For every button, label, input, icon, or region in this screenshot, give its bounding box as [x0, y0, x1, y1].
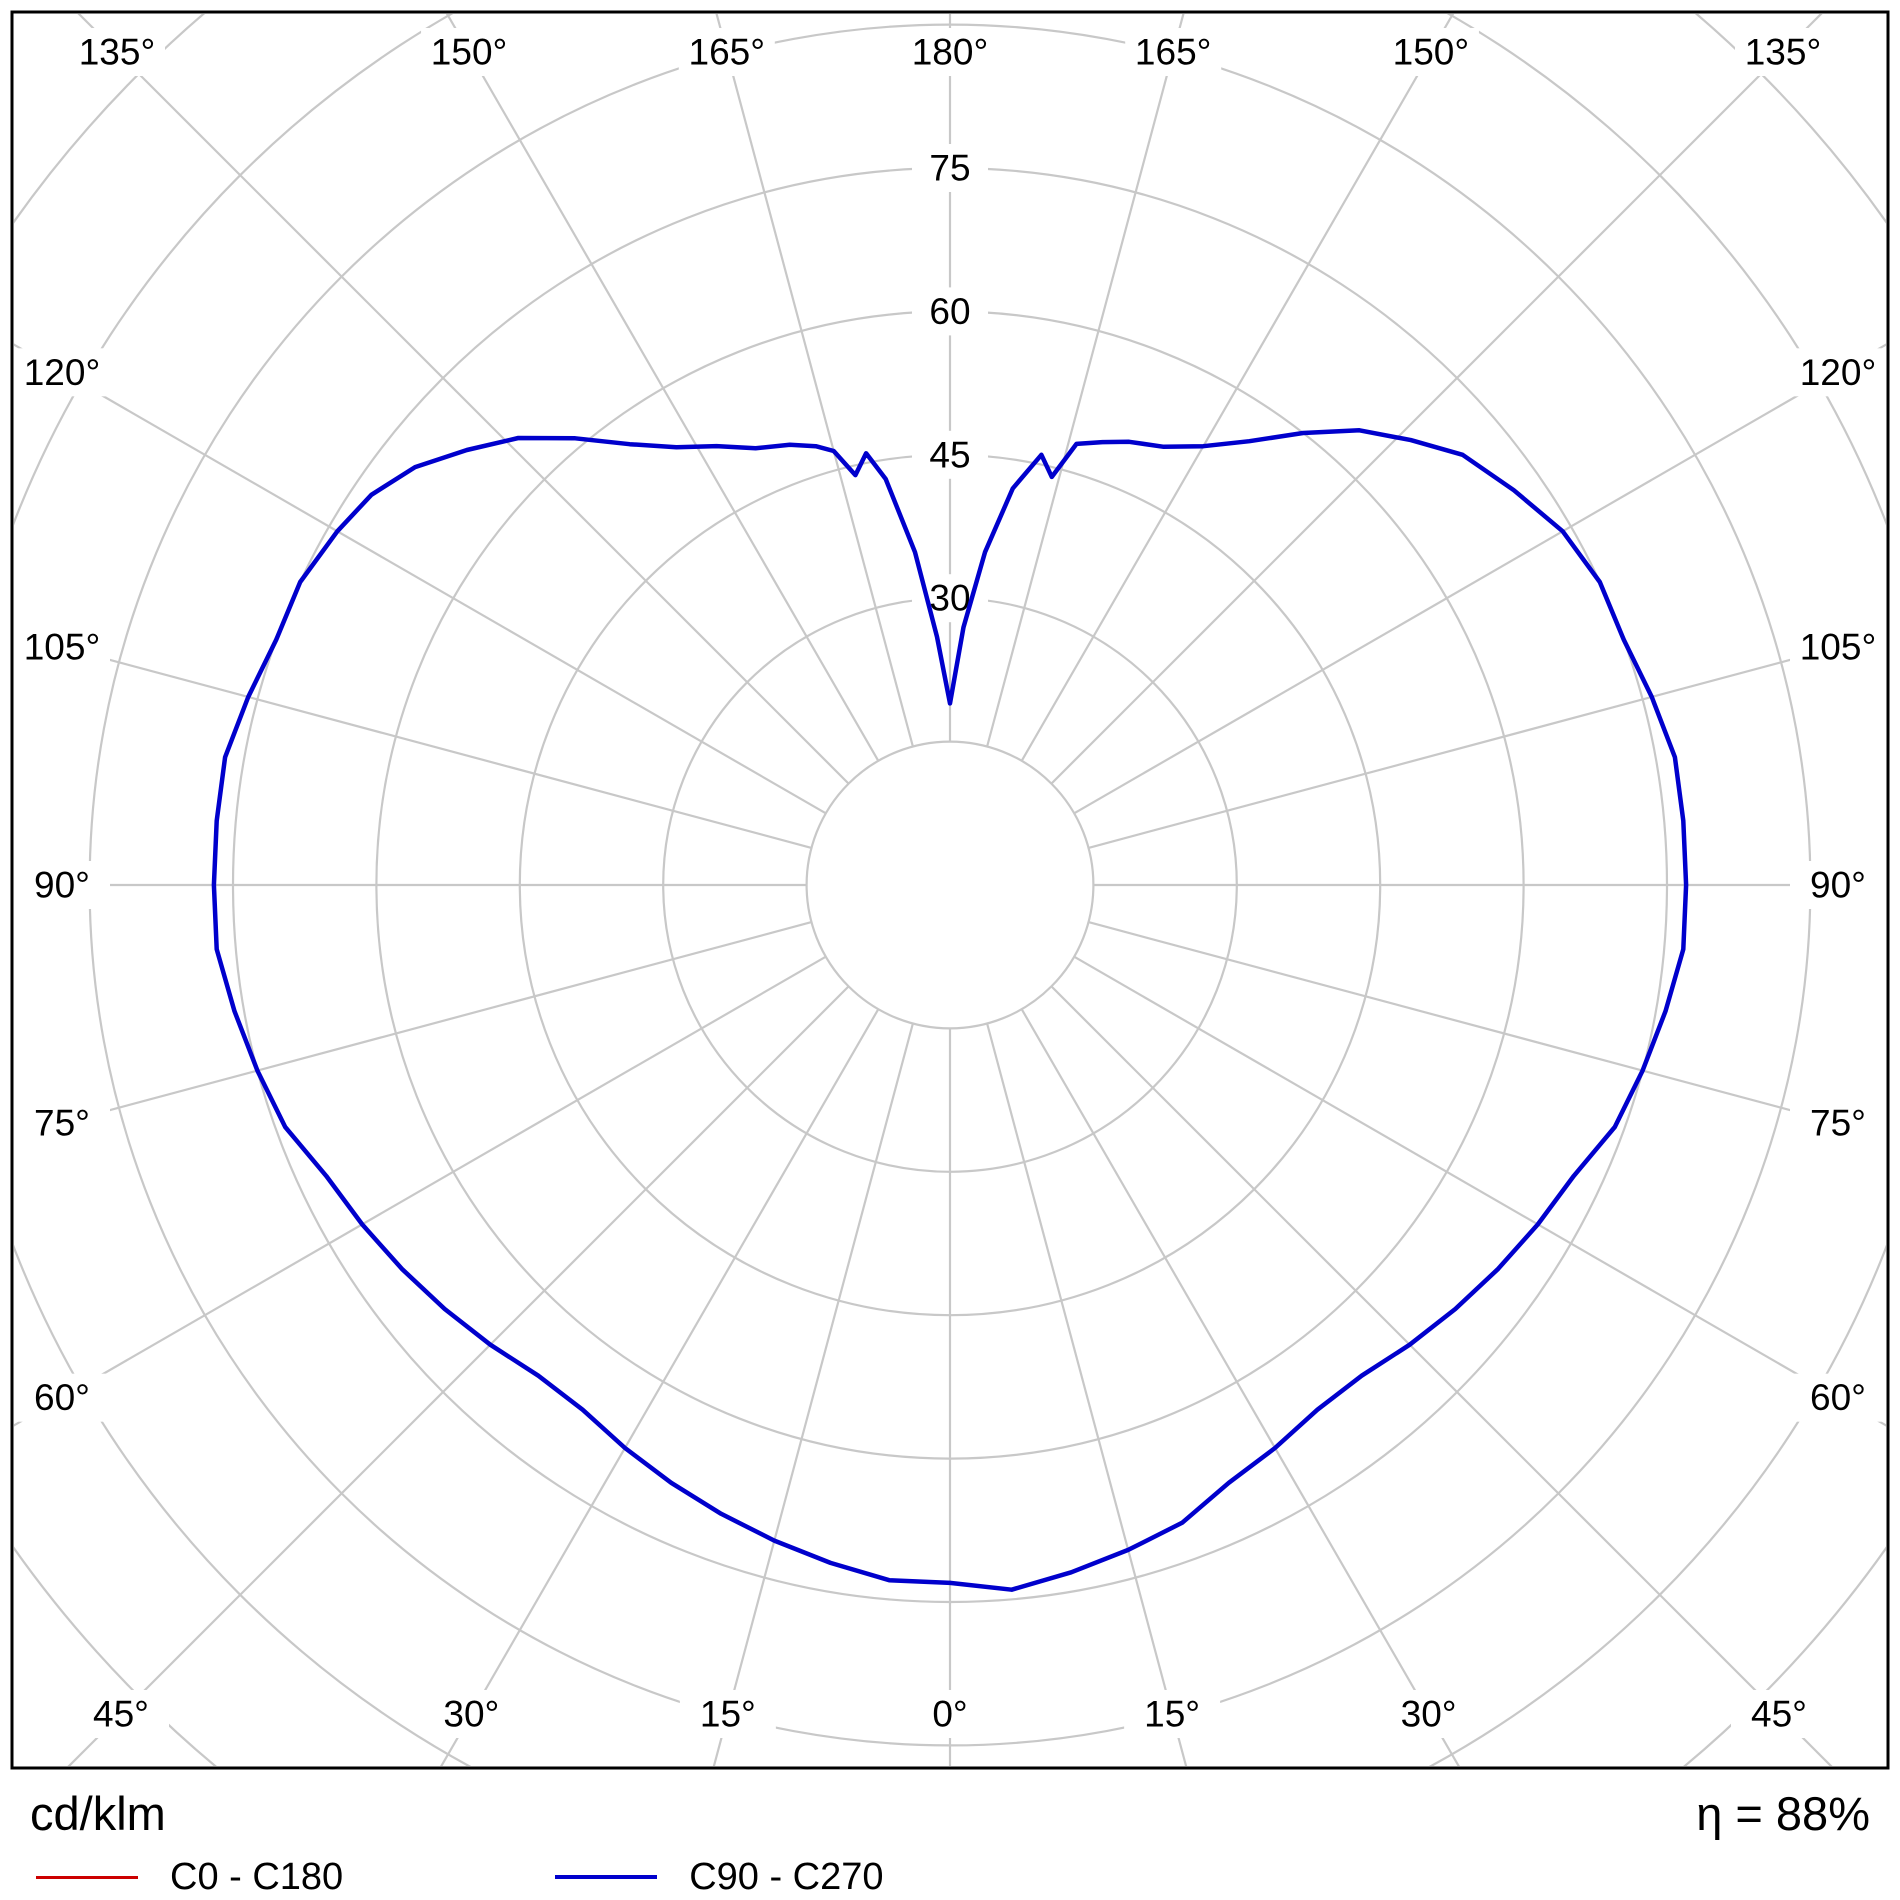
grid-ray: [77, 14, 850, 785]
grid-ray: [1088, 633, 1886, 849]
chart-footer: cd/klm η = 88% C0 - C180 C90 - C270: [0, 1772, 1900, 1900]
angle-label: 135°: [1745, 32, 1822, 73]
angle-label: 60°: [1810, 1377, 1866, 1418]
grid-ray: [712, 1023, 914, 1766]
angle-label: 15°: [1144, 1694, 1200, 1735]
legend-item-c0-c180: C0 - C180: [36, 1858, 343, 1896]
angle-label: 105°: [24, 627, 101, 668]
angle-label: 15°: [700, 1694, 756, 1735]
angle-label: 120°: [24, 352, 101, 393]
grid-ray: [14, 343, 827, 815]
angle-label-bg: [1790, 1373, 1886, 1422]
angle-label-bg: [1124, 1690, 1221, 1738]
angle-label: 75°: [1810, 1102, 1866, 1143]
angle-label-bg: [1790, 861, 1886, 909]
angle-label: 165°: [689, 32, 766, 73]
angle-label-bg: [14, 1098, 110, 1147]
units-label: cd/klm: [30, 1787, 166, 1840]
angle-label: 75°: [34, 1102, 90, 1143]
angle-label: 105°: [1800, 627, 1877, 668]
legend-line-c0-c180: [36, 1875, 138, 1879]
angle-label-bg: [1790, 1098, 1886, 1147]
radial-scale-label: 60: [929, 291, 970, 332]
efficiency-label: η = 88%: [1696, 1787, 1870, 1840]
angle-label-bg: [423, 1690, 520, 1738]
radial-scale-label-bg: [912, 144, 988, 192]
grid-ray: [14, 921, 812, 1137]
angle-label-bg: [1380, 1690, 1477, 1738]
angle-label-bg: [1382, 28, 1479, 76]
legend-label-c0-c180: C0 - C180: [170, 1856, 344, 1898]
grid-ray: [1020, 1008, 1460, 1766]
radial-scale-label-bg: [912, 287, 988, 336]
grid-ray: [445, 14, 880, 762]
angle-label-bg: [678, 28, 775, 76]
grid-ray: [14, 955, 827, 1427]
grid-ray: [67, 985, 850, 1766]
angle-label-bg: [902, 28, 998, 76]
angle-label-bg: [14, 348, 110, 397]
grid-ring: [805, 740, 1095, 1030]
radial-scale-label: 30: [929, 578, 970, 619]
angle-label: 45°: [93, 1694, 149, 1735]
angle-label-bg: [1790, 623, 1886, 672]
angle-label: 165°: [1135, 32, 1212, 73]
angle-label-bg: [902, 1690, 998, 1738]
radial-scale-label-bg: [912, 430, 988, 479]
angle-label: 180°: [912, 32, 989, 73]
legend: C0 - C180 C90 - C270: [36, 1858, 884, 1896]
curve-c90-c270: [211, 428, 1689, 1592]
angle-label-bg: [1735, 28, 1831, 76]
grid-ray: [986, 14, 1185, 747]
angle-label: 90°: [34, 865, 90, 906]
radial-scale-label: 75: [929, 148, 970, 189]
grid-ray: [986, 1023, 1188, 1766]
legend-line-c90-c270: [555, 1875, 658, 1879]
radial-scale-label: 45: [929, 434, 970, 475]
grid-ray: [1050, 14, 1823, 785]
angle-label: 135°: [79, 32, 156, 73]
grid-ray: [715, 14, 914, 747]
angle-label-bg: [1731, 1690, 1827, 1738]
angle-label-bg: [69, 28, 165, 76]
angle-label: 150°: [1393, 32, 1470, 73]
angle-label: 0°: [932, 1694, 967, 1735]
grid-ray: [1020, 14, 1455, 762]
angle-label-bg: [14, 1373, 110, 1422]
angle-label-bg: [421, 28, 518, 76]
grid-ray: [1073, 343, 1886, 815]
angle-label: 60°: [34, 1377, 90, 1418]
grid-ray: [440, 1008, 880, 1766]
chart-border: [10, 10, 1890, 1770]
angle-label: 90°: [1810, 865, 1866, 906]
angle-label: 30°: [443, 1694, 499, 1735]
grid-ray: [1073, 955, 1886, 1427]
angle-label-bg: [1790, 348, 1886, 397]
angle-label: 45°: [1751, 1694, 1807, 1735]
angle-label-bg: [679, 1690, 776, 1738]
angle-label-bg: [14, 861, 110, 909]
grid-ray: [1088, 921, 1886, 1137]
angle-label-bg: [1125, 28, 1222, 76]
angle-label: 30°: [1401, 1694, 1457, 1735]
legend-item-c90-c270: C90 - C270: [555, 1856, 884, 1898]
angle-label-bg: [73, 1690, 169, 1738]
angle-label: 150°: [431, 32, 508, 73]
grid-ray: [14, 633, 812, 849]
angle-label: 120°: [1800, 352, 1877, 393]
angle-label-bg: [14, 623, 110, 672]
grid-ray: [1050, 985, 1833, 1766]
legend-label-c90-c270: C90 - C270: [689, 1856, 884, 1898]
